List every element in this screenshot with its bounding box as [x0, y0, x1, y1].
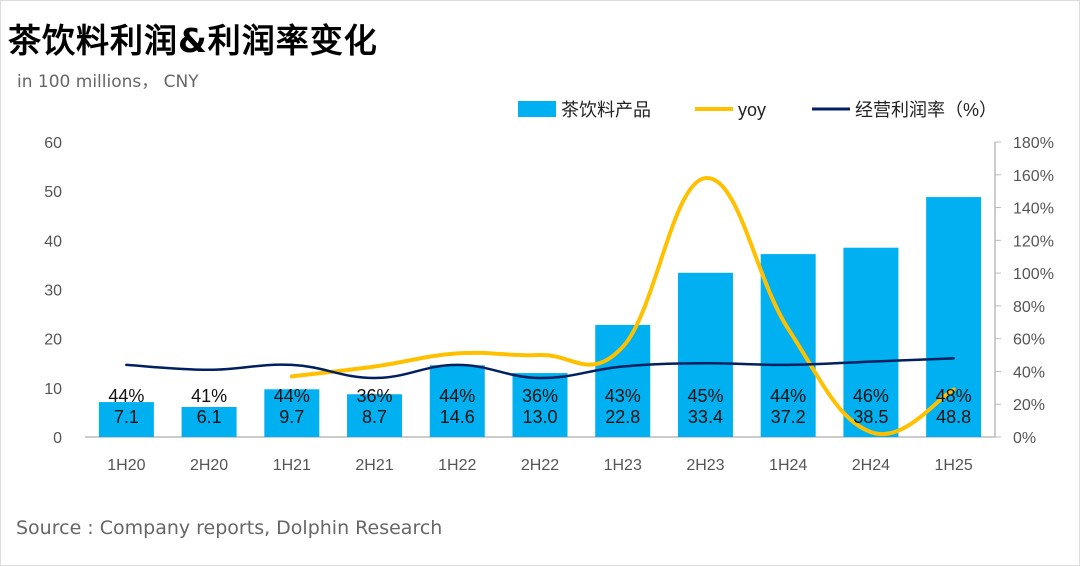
x-tick-label: 1H22: [438, 457, 476, 474]
margin-data-label: 44%: [274, 386, 310, 406]
bar: [512, 373, 568, 437]
bar: [181, 407, 237, 437]
chart-title: 茶饮料利润&利润率变化: [8, 21, 378, 60]
yoy-line: [289, 176, 956, 437]
margin-data-label: 36%: [357, 386, 393, 406]
x-tick-label: 1H20: [107, 457, 145, 474]
margin-data-label: 41%: [191, 386, 227, 406]
bar-data-label: 7.1: [114, 407, 139, 427]
bar-data-label: 14.6: [440, 407, 475, 427]
margin-data-label: 46%: [853, 386, 889, 406]
right-tick-label: 60%: [1013, 332, 1045, 349]
left-tick-label: 30: [44, 283, 62, 300]
bar-data-label: 9.7: [279, 407, 304, 427]
unit-label: in 100 millions， CNY: [17, 72, 199, 92]
bar: [429, 365, 485, 437]
x-tick-label: 1H24: [769, 457, 807, 474]
left-tick-label: 0: [53, 430, 62, 447]
right-tick-label: 180%: [1013, 135, 1054, 152]
right-tick-label: 160%: [1013, 168, 1054, 185]
x-tick-label: 1H21: [273, 457, 311, 474]
x-tick-label: 2H24: [852, 457, 890, 474]
bar-data-label: 33.4: [688, 407, 723, 427]
right-tick-label: 100%: [1013, 266, 1054, 283]
legend-label-margin: 经营利润率（%）: [855, 100, 997, 120]
bar: [926, 197, 982, 437]
left-tick-label: 50: [44, 184, 62, 201]
left-tick-label: 20: [44, 332, 62, 349]
x-tick-label: 1H23: [604, 457, 642, 474]
right-tick-label: 140%: [1013, 201, 1054, 218]
bar: [98, 402, 154, 437]
left-tick-label: 60: [44, 135, 62, 152]
bar: [264, 389, 320, 437]
bar: [347, 394, 403, 437]
legend-swatch-bar: [518, 101, 556, 117]
right-tick-label: 40%: [1013, 364, 1045, 381]
bar-data-label: 8.7: [362, 407, 387, 427]
legend-label-yoy: yoy: [738, 100, 766, 120]
bar-data-label: 6.1: [197, 407, 222, 427]
bar-data-label: 13.0: [522, 407, 557, 427]
left-tick-label: 40: [44, 233, 62, 250]
bar-data-label: 22.8: [605, 407, 640, 427]
bar-data-label: 38.5: [853, 407, 888, 427]
bar-data-label: 48.8: [936, 407, 971, 427]
right-tick-label: 20%: [1013, 397, 1045, 414]
bar: [595, 324, 651, 437]
bar: [760, 254, 816, 437]
margin-data-label: 45%: [687, 386, 723, 406]
margin-data-label: 44%: [108, 386, 144, 406]
left-tick-label: 10: [44, 381, 62, 398]
x-tick-label: 1H25: [935, 457, 973, 474]
margin-data-label: 44%: [770, 386, 806, 406]
bar: [843, 247, 899, 437]
margin-data-label: 48%: [936, 386, 972, 406]
right-tick-label: 120%: [1013, 233, 1054, 250]
right-tick-label: 80%: [1013, 299, 1045, 316]
right-tick-label: 0%: [1013, 430, 1036, 447]
source-note: Source : Company reports, Dolphin Resear…: [16, 517, 443, 539]
margin-data-label: 43%: [605, 386, 641, 406]
margin-line: [125, 357, 955, 380]
margin-data-label: 44%: [439, 386, 475, 406]
legend-label-bar: 茶饮料产品: [561, 100, 651, 120]
x-tick-label: 2H22: [521, 457, 559, 474]
margin-data-label: 36%: [522, 386, 558, 406]
x-tick-label: 2H23: [686, 457, 724, 474]
x-tick-label: 2H20: [190, 457, 228, 474]
bar-data-label: 37.2: [771, 407, 806, 427]
x-tick-label: 2H21: [355, 457, 393, 474]
bar: [677, 272, 733, 437]
